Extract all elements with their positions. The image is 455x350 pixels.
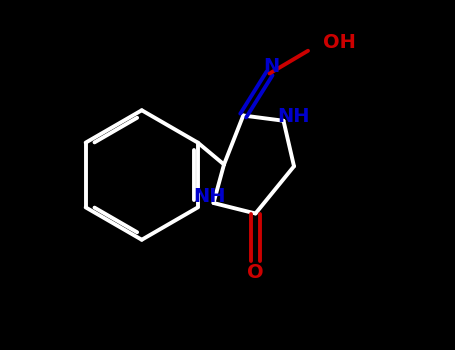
Text: O: O [247, 264, 264, 282]
Text: OH: OH [323, 33, 356, 51]
Text: NH: NH [193, 187, 226, 206]
Text: N: N [263, 57, 279, 76]
Text: NH: NH [278, 107, 310, 126]
